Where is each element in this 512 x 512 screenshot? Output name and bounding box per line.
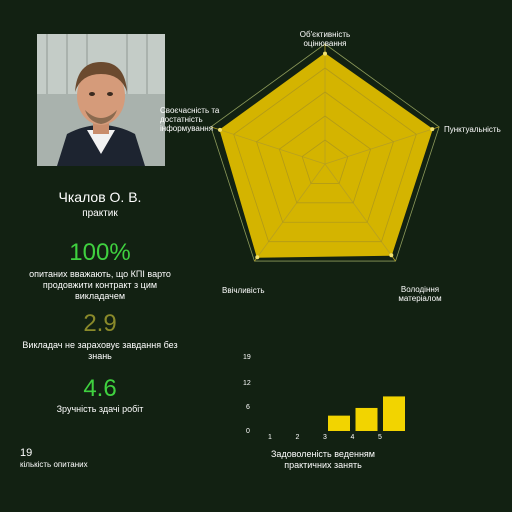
recommend-value: 100% xyxy=(69,239,131,266)
radar-ring-5 xyxy=(210,43,440,262)
x-tick-1: 1 xyxy=(268,434,272,441)
x-tick-5: 5 xyxy=(378,434,382,441)
radar-inner-ring-4 xyxy=(233,67,417,243)
x-tick-3: 3 xyxy=(323,434,327,441)
radar-inner-ring-2 xyxy=(278,115,372,204)
no-knowledge-label: Викладач не зараховує завдання без знань xyxy=(22,340,178,361)
radar-axis-2 xyxy=(324,163,396,262)
bar-3 xyxy=(328,415,350,431)
radar-axis-1 xyxy=(324,126,440,165)
radar-point-3 xyxy=(255,255,260,260)
no-knowledge-value: 2.9 xyxy=(83,310,117,337)
radar-point-1 xyxy=(430,127,435,132)
x-tick-2: 2 xyxy=(295,434,300,441)
teacher-photo xyxy=(37,34,165,166)
bar-5 xyxy=(383,396,405,431)
y-tick-12: 12 xyxy=(243,380,251,387)
respondents-count: 19 xyxy=(20,447,33,459)
radar-label-informing: Своєчасність та достатність інформування xyxy=(160,106,220,133)
y-tick-19: 19 xyxy=(243,354,251,361)
radar-point-0 xyxy=(323,51,327,56)
radar-point-4 xyxy=(218,127,223,132)
convenience-label: Зручність здачі робіт xyxy=(56,404,144,414)
radar-label-punctuality: Пунктуальність xyxy=(444,125,501,134)
radar-point-2 xyxy=(389,253,394,258)
radar-axis-4 xyxy=(210,126,326,165)
recommend-label: опитаних вважають, що КПІ варто продовжи… xyxy=(29,269,171,301)
radar-axis-3 xyxy=(254,163,326,262)
teacher-role: практик xyxy=(82,208,118,219)
bar-chart-title: Задоволеність веденням практичних занять xyxy=(271,449,375,470)
respondents-label: кількість опитаних xyxy=(20,460,88,469)
convenience-value: 4.6 xyxy=(83,375,117,402)
radar-axes xyxy=(210,44,440,262)
y-tick-0: 0 xyxy=(246,428,250,435)
radar-value-shape xyxy=(219,52,433,258)
teacher-name: Чкалов О. В. xyxy=(58,189,142,205)
radar-inner-ring-3 xyxy=(256,91,394,223)
radar-inner-ring-1 xyxy=(301,139,349,184)
x-tick-4: 4 xyxy=(350,434,355,441)
radar-label-objectivity: Об'єктивність оцінювання xyxy=(299,30,351,48)
bar-4 xyxy=(355,407,378,431)
y-tick-6: 6 xyxy=(246,404,250,411)
radar-label-knowledge: Володіння матеріалом xyxy=(398,285,442,303)
radar-label-politeness: Ввічливість xyxy=(222,286,265,295)
